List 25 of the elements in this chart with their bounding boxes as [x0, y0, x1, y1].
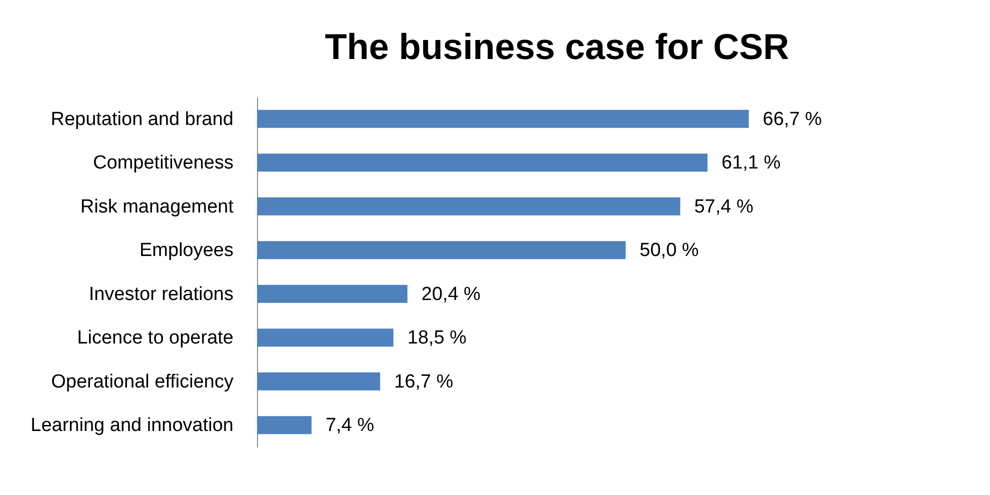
bar: [257, 328, 394, 347]
y-tick-label: Learning and innovation: [30, 415, 234, 436]
data-label: 7,4 %: [326, 415, 374, 436]
data-label: 66,7 %: [762, 108, 822, 130]
y-tick-label: Employees: [140, 240, 234, 262]
bar: [257, 110, 749, 128]
bar: [257, 154, 708, 172]
data-label: 57,4 %: [694, 196, 754, 218]
y-tick-label: Reputation and brand: [50, 108, 234, 130]
data-label: 18,5 %: [407, 328, 467, 349]
chart-title: The business case for CSR: [324, 26, 790, 67]
bar: [257, 241, 626, 260]
bar: [257, 372, 380, 390]
y-tick-label: Risk management: [80, 196, 234, 218]
y-tick-label: Investor relations: [88, 284, 234, 305]
bar: [257, 416, 312, 434]
bar: [257, 197, 680, 216]
bar: [257, 284, 408, 303]
data-label: 20,4 %: [421, 284, 481, 305]
data-label: 61,1 %: [722, 152, 781, 174]
data-label: 16,7 %: [394, 371, 454, 392]
y-tick-label: Operational efficiency: [51, 371, 234, 392]
data-label: 50,0 %: [640, 240, 699, 262]
y-tick-label: Licence to operate: [77, 328, 234, 349]
y-tick-label: Competitiveness: [93, 152, 234, 174]
